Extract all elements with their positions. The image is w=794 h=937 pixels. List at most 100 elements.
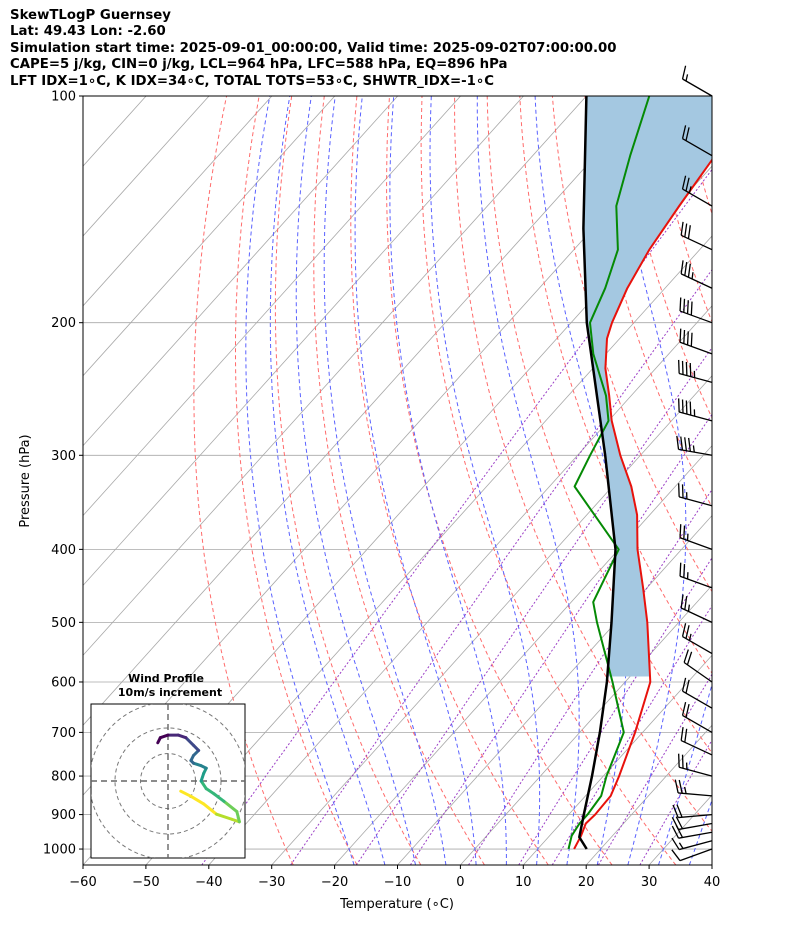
wind-barb [681,175,713,207]
wind-barb [678,483,713,507]
dry-adiabat-line [486,96,712,754]
moist-adiabat-line [688,798,712,865]
hodograph-subtitle: 10m/s increment [118,686,222,699]
y-tick-label: 400 [51,543,76,558]
x-tick-label: −20 [321,875,348,890]
dry-adiabat-line [551,96,712,593]
isotherm-line [334,445,712,865]
wind-barb [680,594,713,623]
dry-adiabat-line [235,96,358,865]
wind-barb [679,297,713,324]
mixing-ratio-line [639,738,712,865]
x-tick-label: −40 [195,875,222,890]
isotherm-line [83,96,398,447]
y-tick-label: 700 [51,726,76,741]
wind-barb [671,848,713,862]
dewpoint-line [567,96,651,850]
hodograph-segment [212,792,226,803]
hodograph-title: Wind Profile [128,672,204,685]
isotherm-line [711,864,712,865]
wind-barb [680,221,713,251]
wind-barbs [671,65,713,862]
moist-adiabat-line [323,96,447,865]
y-tick-label: 800 [51,770,76,785]
x-tick-label: −50 [132,875,159,890]
mixing-ratio-line [355,346,712,865]
y-tick-label: 300 [51,449,76,464]
title-line-indices: LFT IDX=1∘C, K IDX=34∘C, TOTAL TOTS=53∘C… [10,73,495,89]
hodograph-segment [189,794,206,806]
x-tick-label: −30 [258,875,285,890]
hodograph-segment [179,789,193,798]
hodograph-inset: Wind Profile 10m/s increment [90,672,246,859]
moist-adiabat-line [354,96,477,865]
chart-title-block: SkewTLogP Guernsey Lat: 49.43 Lon: -2.60… [10,8,617,90]
x-tick-label: 10 [515,875,532,890]
moist-adiabat-line [269,96,386,865]
wind-barb [680,727,713,756]
wind-barb [679,524,713,550]
wind-barb [683,649,713,683]
y-tick-label: 1000 [43,843,76,858]
mixing-ratio-line [290,268,712,865]
isotherm-line [83,96,650,726]
dry-adiabat-line [350,96,549,865]
isotherm-line [208,305,712,865]
wind-barb [678,359,713,383]
hodograph-segment [204,787,216,796]
dry-adiabat-line [313,96,485,865]
title-line-latlon: Lat: 49.43 Lon: -2.60 [10,24,166,40]
y-tick-label: 500 [51,616,76,631]
isotherm-line [775,96,794,865]
wind-barb [679,562,713,589]
dry-adiabat-line [274,96,422,865]
isotherm-line [460,584,712,865]
moist-adiabat-line [609,96,687,865]
moist-adiabat-line [720,96,794,865]
isotherm-line [83,96,273,307]
title-line-cape: CAPE=5 j/kg, CIN=0 j/kg, LCL=964 hPa, LF… [10,57,508,73]
hodograph-segment [235,810,241,824]
mixing-ratio-line [201,168,712,865]
wind-barb [676,435,713,456]
wind-barb [674,779,713,797]
data-lines [567,96,712,850]
isotherm-line [83,96,210,237]
isotherm-line [83,96,524,587]
hodograph-segment [222,799,239,814]
y-tick-label: 900 [51,808,76,823]
x-tick-label: −60 [69,875,96,890]
moist-adiabat-line [295,96,416,865]
wind-barb [671,816,713,831]
temperature-line [573,158,712,850]
wind-barb [681,701,713,733]
dry-adiabat-line [584,96,712,508]
wind-barb [681,677,713,709]
wind-barb [671,837,713,851]
isotherm-line [83,96,461,517]
x-tick-label: 40 [704,875,721,890]
isotherm-line [585,724,712,865]
wind-barb [679,328,713,355]
wind-barb [681,125,713,157]
isotherm-line [83,96,587,656]
cape-area [583,96,712,677]
x-tick-label: 0 [456,875,464,890]
x-tick-label: −10 [384,875,411,890]
parcel-line [578,96,617,850]
wind-barb [680,260,713,289]
y-tick-label: 600 [51,675,76,690]
dry-adiabat-line [519,96,712,675]
isotherm-line [397,514,712,865]
y-tick-label: 200 [51,316,76,331]
hodograph-segment [184,736,195,747]
wind-barb [681,65,713,97]
title-line-times: Simulation start time: 2025-09-01_00:00:… [10,40,617,56]
wind-barb [672,804,713,819]
hodograph-segment [199,779,208,791]
hodograph-segment [202,802,218,816]
hodograph-segment [156,736,162,745]
mixing-ratio-line [551,604,712,865]
